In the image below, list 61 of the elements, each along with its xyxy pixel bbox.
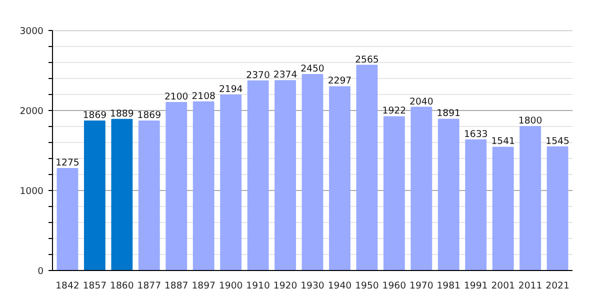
x-tick-label: 1991 (464, 280, 488, 292)
x-tick-label: 1940 (328, 280, 352, 292)
x-tick-label: 1877 (137, 280, 162, 292)
data-label: 1869 (137, 110, 162, 121)
x-tick-label: 1897 (192, 280, 216, 292)
data-label: 1541 (491, 136, 516, 148)
bar (220, 94, 242, 270)
bar (166, 102, 188, 270)
bar (84, 120, 106, 270)
y-tick-label: 2000 (20, 106, 44, 117)
y-tick-label: 3000 (20, 26, 44, 37)
bar (383, 116, 405, 270)
x-tick-label: 1887 (164, 280, 188, 292)
x-tick-label: 1842 (56, 280, 80, 292)
bar (56, 168, 78, 270)
data-label: 1545 (546, 136, 570, 147)
x-tick-label: 2011 (518, 280, 542, 292)
data-label: 2565 (355, 54, 379, 66)
data-label: 1889 (110, 108, 134, 120)
bar (274, 80, 296, 270)
x-tick-label: 1930 (300, 280, 324, 292)
x-tick-label: 1981 (436, 280, 461, 292)
data-label: 1869 (82, 110, 107, 121)
data-label: 2108 (192, 90, 216, 102)
x-tick-label: 1857 (82, 280, 107, 292)
x-tick-label: 1910 (246, 280, 270, 292)
bar (111, 118, 133, 270)
y-tick-label: 0 (38, 266, 44, 277)
bar (492, 146, 514, 270)
data-label: 1633 (464, 128, 488, 140)
bar (138, 120, 160, 270)
data-label: 1275 (56, 158, 80, 168)
bar (247, 80, 269, 270)
bar (192, 101, 214, 270)
x-tick-label: 2021 (546, 280, 570, 292)
bar (302, 74, 324, 270)
x-tick-label: 1970 (410, 280, 434, 292)
data-label: 1922 (382, 106, 406, 117)
x-tick-label: 1960 (382, 280, 406, 292)
x-tick-label: 1920 (273, 280, 298, 292)
bar (356, 64, 378, 270)
data-label: 2100 (164, 92, 188, 102)
data-label: 2370 (246, 70, 270, 81)
bar (438, 118, 460, 270)
x-tick-label: 1900 (218, 280, 243, 292)
data-label: 2040 (410, 96, 434, 108)
bar (410, 106, 432, 270)
data-label: 1891 (436, 108, 461, 120)
bar (520, 126, 542, 270)
x-tick-label: 1860 (110, 280, 134, 292)
data-label: 2194 (218, 84, 243, 95)
y-tick-label: 1000 (20, 186, 44, 197)
bar (546, 146, 568, 270)
bar (329, 86, 350, 270)
x-tick-label: 2001 (491, 280, 516, 292)
data-label: 1800 (518, 116, 542, 126)
data-label: 2374 (273, 70, 298, 81)
data-label: 2450 (300, 64, 324, 74)
bar (465, 139, 487, 270)
data-label: 2297 (328, 76, 352, 87)
x-tick-label: 1950 (355, 280, 379, 292)
